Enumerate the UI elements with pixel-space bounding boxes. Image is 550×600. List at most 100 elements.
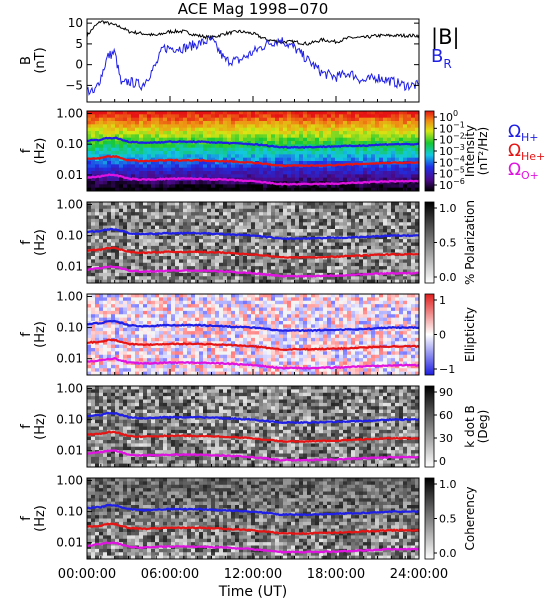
heatmap-cell [167,368,172,373]
heatmap-cell [307,181,312,185]
heatmap-cell [131,117,136,122]
heatmap-cell [303,262,308,267]
heatmap-cell [399,144,404,149]
heatmap-cell [91,127,96,132]
heatmap-cell [339,266,344,270]
heatmap-cell [283,262,288,267]
heatmap-cell [139,297,144,302]
heatmap-cell [339,157,344,162]
heatmap-cell [323,242,328,247]
heatmap-cell [263,205,268,210]
heatmap-cell [199,364,204,369]
heatmap-cell [167,161,172,165]
heatmap-cell [211,187,216,192]
heatmap-cell [135,212,140,216]
heatmap-cell [411,222,416,227]
heatmap-cell [151,371,156,376]
heatmap-cell [335,202,340,206]
heatmap-cell [243,127,248,132]
heatmap-cell [187,256,192,260]
heatmap-cell [123,235,128,240]
heatmap-cell [215,252,220,257]
heatmap-cell [287,212,292,216]
heatmap-cell [331,177,336,182]
heatmap-cell [235,167,240,172]
heatmap-cell [243,151,248,155]
heatmap-cell [275,222,280,227]
heatmap-cell [255,174,260,179]
heatmap-cell [211,222,216,227]
heatmap-cell [259,242,264,247]
heatmap-cell [247,256,252,260]
heatmap-cell [151,310,156,315]
heatmap-cell [155,164,160,169]
heatmap-cell [243,121,248,125]
heatmap-cell [119,141,124,145]
heatmap-cell [107,127,112,132]
heatmap-cell [311,184,316,189]
heatmap-cell [223,354,228,359]
heatmap-cell [123,364,128,369]
heatmap-cell [167,351,172,356]
heatmap-cell [123,317,128,322]
heatmap-cell [155,310,160,315]
heatmap-cell [195,321,200,325]
heatmap-cell [215,341,220,346]
heatmap-cell [175,215,180,220]
heatmap-cell [399,174,404,179]
heatmap-cell [143,317,148,322]
heatmap-cell [179,171,184,175]
heatmap-cell [319,111,324,115]
heatmap-cell [151,279,156,284]
heatmap-cell [275,174,280,179]
heatmap-cell [159,354,164,359]
heatmap-cell [383,181,388,185]
heatmap-cell [195,164,200,169]
heatmap-cell [187,344,192,349]
heatmap-cell [307,259,312,264]
heatmap-cell [159,202,164,206]
heatmap-cell [407,229,412,233]
heatmap-cell [347,242,352,247]
heatmap-cell [315,266,320,270]
heatmap-cell [187,245,192,250]
heatmap-cell [95,245,100,250]
heatmap-cell [87,310,92,315]
heatmap-cell [163,202,168,206]
heatmap-cell [271,245,276,250]
heatmap-cell [191,351,196,356]
heatmap-cell [167,205,172,210]
heatmap-cell [187,154,192,159]
heatmap-cell [115,177,120,182]
heatmap-cell [259,111,264,115]
heatmap-cell [343,202,348,206]
heatmap-cell [307,252,312,257]
heatmap-cell [315,218,320,223]
heatmap-cell [287,151,292,155]
heatmap-cell [255,222,260,227]
heatmap-cell [355,245,360,250]
heatmap-cell [295,184,300,189]
heatmap-cell [323,161,328,165]
heatmap-cell [167,371,172,376]
heatmap-cell [319,187,324,192]
heatmap-cell [163,151,168,155]
heatmap-cell [207,157,212,162]
heatmap-cell [263,262,268,267]
heatmap-cell [175,121,180,125]
heatmap-cell [87,276,92,281]
heatmap-cell [355,154,360,159]
heatmap-cell [147,276,152,281]
heatmap-cell [231,187,236,192]
heatmap-cell [307,215,312,220]
heatmap-cell [247,245,252,250]
heatmap-cell [147,164,152,169]
heatmap-cell [155,215,160,220]
heatmap-cell [315,157,320,162]
heatmap-cell [179,297,184,302]
heatmap-cell [115,341,120,346]
heatmap-cell [127,111,132,115]
heatmap-cell [239,187,244,192]
heatmap-cell [407,171,412,175]
heatmap-cell [207,348,212,352]
